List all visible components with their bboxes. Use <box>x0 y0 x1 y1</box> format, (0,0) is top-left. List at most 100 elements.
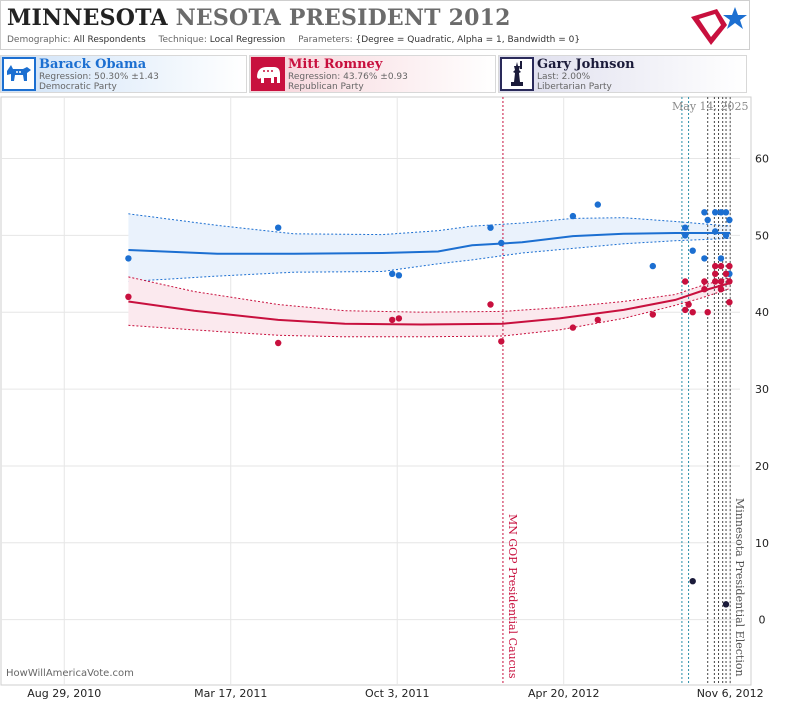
candidate-regression: Regression: 43.76% ±0.93 <box>288 72 408 82</box>
title-state: MINNESOTA <box>7 5 168 31</box>
parameters-value: {Degree = Quadratic, Alpha = 1, Bandwidt… <box>355 35 581 45</box>
confidence-bands <box>128 213 731 338</box>
confidence-band <box>128 276 731 337</box>
poll-point <box>717 286 725 293</box>
x-tick-label: Apr 20, 2012 <box>528 687 600 700</box>
poll-chart: MN GOP Presidential Caucus Minnesota Pres… <box>0 96 769 700</box>
trend-line <box>128 232 731 255</box>
site-credit: HowWillAmericaVote.com <box>6 668 134 679</box>
event-lines: MN GOP Presidential Caucus Minnesota Pres… <box>502 97 746 685</box>
upper-bound-line <box>128 213 731 236</box>
poll-point <box>722 601 730 608</box>
poll-point <box>685 301 692 308</box>
poll-point <box>594 316 601 324</box>
x-tick-label: Oct 3, 2011 <box>365 687 430 700</box>
poll-point <box>682 306 689 314</box>
poll-point <box>722 209 730 216</box>
y-tick-label: 60 <box>755 152 769 165</box>
poll-point <box>701 278 708 285</box>
poll-point <box>487 224 494 231</box>
candidate-regression: Regression: 50.30% ±1.43 <box>39 72 159 82</box>
poll-point <box>649 311 656 318</box>
candidate-last: Last: 2.00% <box>537 72 591 82</box>
poll-point <box>712 262 719 270</box>
poll-point <box>717 262 725 270</box>
trend-line <box>128 282 731 326</box>
poll-point <box>125 293 132 300</box>
poll-point <box>717 255 725 262</box>
poll-point <box>275 339 282 347</box>
technique-label: Technique: <box>158 35 207 45</box>
plot-area <box>0 96 752 686</box>
poll-point <box>712 278 719 285</box>
today-date: May 14, 2025 <box>672 100 749 113</box>
liberty-statue-icon <box>500 57 534 91</box>
poll-point <box>498 239 505 247</box>
poll-point <box>682 278 689 285</box>
poll-point <box>704 216 711 224</box>
candidate-name: Mitt Romney <box>288 57 383 72</box>
chart-title: MINNESOTA NESOTA PRESIDENT 2012 <box>7 5 511 31</box>
candidate-card-romney: Mitt Romney Regression: 43.76% ±0.93 Rep… <box>249 55 496 93</box>
candidate-party: Republican Party <box>288 82 364 92</box>
x-axis-ticks: Aug 29, 2010 Mar 17, 2011 Oct 3, 2011 Apr 2… <box>27 687 763 700</box>
poll-point <box>717 278 725 285</box>
poll-point <box>701 255 708 262</box>
poll-point <box>717 209 725 216</box>
candidate-card-obama: Barack Obama Regression: 50.30% ±1.43 De… <box>0 55 247 93</box>
poll-points <box>125 201 733 608</box>
event-label: Minnesota Presidential Election <box>733 498 746 677</box>
poll-point <box>726 299 733 306</box>
technique-value: Local Regression <box>209 35 286 45</box>
event-label: MN GOP Presidential Caucus <box>506 514 519 679</box>
poll-point <box>125 255 132 262</box>
chart-header: MINNESOTA NESOTA PRESIDENT 2012 Demograp… <box>0 0 750 50</box>
poll-point <box>487 301 494 308</box>
poll-point <box>712 209 719 216</box>
poll-point <box>726 278 733 285</box>
poll-point <box>498 338 505 345</box>
y-tick-label: 10 <box>755 537 769 550</box>
poll-point <box>395 272 403 279</box>
poll-point <box>389 270 396 277</box>
trend-lines <box>128 232 731 326</box>
x-tick-label: Aug 29, 2010 <box>27 687 101 700</box>
x-tick-label: Mar 17, 2011 <box>194 687 267 700</box>
title-rest: NESOTA PRESIDENT 2012 <box>175 5 511 31</box>
poll-point <box>389 316 396 324</box>
y-tick-label: 50 <box>755 229 769 242</box>
poll-point <box>726 216 733 224</box>
donkey-icon <box>2 57 36 91</box>
demographic-label: Demographic: <box>7 35 71 45</box>
confidence-band <box>128 213 731 282</box>
lower-bound-line <box>128 237 731 282</box>
y-tick-label: 0 <box>759 614 766 627</box>
y-axis-ticks: 0 10 20 30 40 50 60 <box>755 152 769 626</box>
x-tick-label: Nov 6, 2012 <box>697 687 764 700</box>
poll-point <box>569 324 577 331</box>
poll-point <box>682 232 689 239</box>
parameters-label: Parameters: <box>298 35 353 45</box>
poll-point <box>689 247 696 254</box>
upper-bound-line <box>128 276 731 313</box>
flag-star-logo <box>691 7 747 45</box>
elephant-icon <box>251 57 285 91</box>
y-tick-label: 30 <box>755 383 769 396</box>
candidate-party: Libertarian Party <box>537 82 612 92</box>
y-tick-label: 20 <box>755 460 769 473</box>
poll-point <box>704 309 711 316</box>
poll-point <box>395 315 403 322</box>
poll-point <box>689 578 696 585</box>
y-tick-label: 40 <box>755 306 769 319</box>
poll-point <box>275 224 282 231</box>
poll-point <box>682 224 689 231</box>
poll-point <box>712 228 719 235</box>
poll-point <box>722 270 730 277</box>
candidate-party: Democratic Party <box>39 82 117 92</box>
poll-point <box>649 262 656 270</box>
poll-point <box>726 262 733 270</box>
poll-point <box>594 201 601 208</box>
candidate-name: Gary Johnson <box>537 57 635 72</box>
parameters-line: Demographic: All Respondents Technique: … <box>7 35 580 45</box>
poll-point <box>689 309 696 316</box>
